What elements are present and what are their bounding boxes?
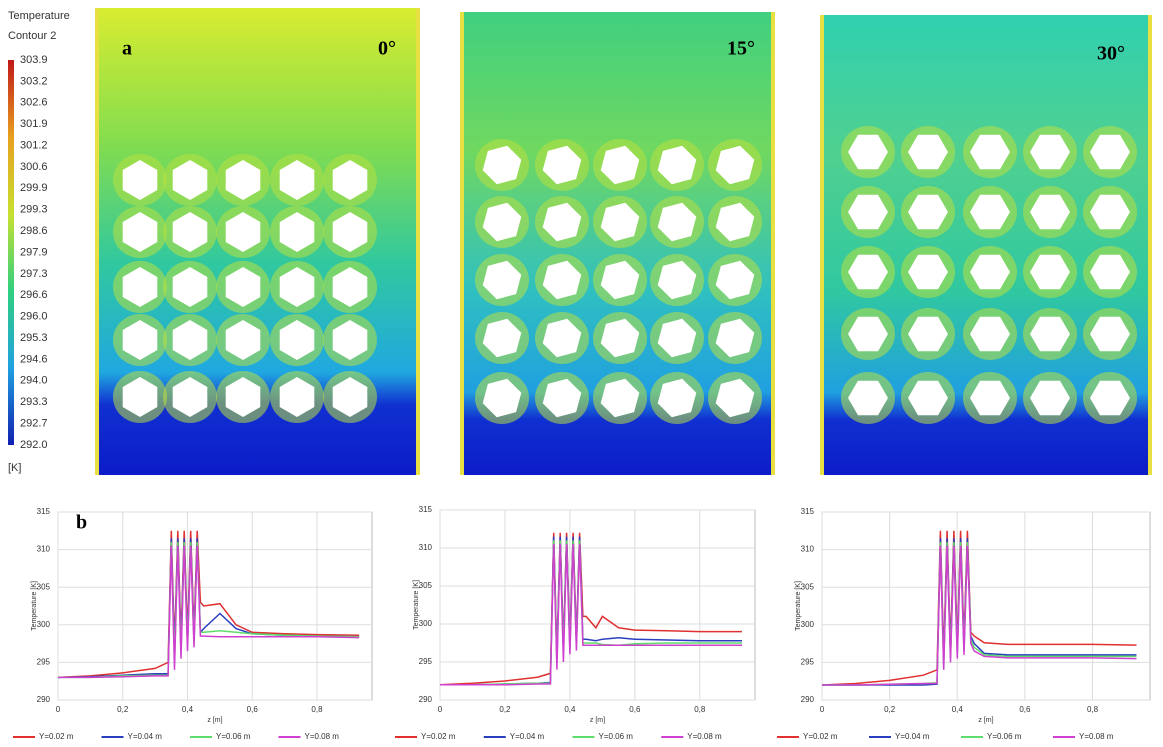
legend-label: Y=0.08 m <box>305 732 340 741</box>
y-tick-label: 295 <box>37 658 51 667</box>
colorbar-label: 292.0 <box>20 439 48 451</box>
y-tick-label: 310 <box>419 543 433 552</box>
x-tick-label: 0,4 <box>952 705 964 714</box>
angle-label: 30° <box>1097 43 1125 65</box>
colorbar-label: 299.9 <box>20 182 48 194</box>
y-tick-label: 305 <box>801 582 815 591</box>
x-tick-label: 0,8 <box>1087 705 1099 714</box>
y-tick-label: 310 <box>801 545 815 554</box>
y-tick-label: 305 <box>37 582 51 591</box>
colorbar <box>8 60 14 445</box>
panel-label: b <box>76 512 87 534</box>
colorbar-label: 303.9 <box>20 54 48 66</box>
colorbar-label: 297.9 <box>20 246 48 258</box>
wall-edge <box>1148 15 1152 475</box>
x-tick-label: 0,6 <box>629 705 641 714</box>
colorbar-unit: [K] <box>8 462 21 474</box>
wall-edge <box>820 15 824 475</box>
legend-label: Y=0.02 m <box>803 732 838 741</box>
colorbar-label: 294.0 <box>20 375 48 387</box>
legend-label: Y=0.06 m <box>216 732 251 741</box>
figure: Temperature Contour 2 [K] a 0° 15° 30° 2… <box>0 0 1163 747</box>
x-tick-label: 0,2 <box>884 705 896 714</box>
y-tick-label: 295 <box>419 657 433 666</box>
x-tick-label: 0 <box>438 705 443 714</box>
y-axis-label: Temperature [K] <box>31 581 38 631</box>
angle-label: 0° <box>378 38 396 60</box>
y-tick-label: 305 <box>419 581 433 590</box>
y-tick-label: 315 <box>801 507 815 516</box>
colorbar-label: 293.3 <box>20 396 48 408</box>
y-tick-label: 310 <box>37 545 51 554</box>
y-tick-label: 290 <box>37 695 51 704</box>
x-tick-label: 0,4 <box>182 705 194 714</box>
colorbar-label: 301.9 <box>20 118 48 130</box>
colorbar-label: 301.2 <box>20 139 48 151</box>
legend-label: Y=0.04 m <box>895 732 930 741</box>
x-axis-label: z [m] <box>207 717 222 724</box>
x-axis-label: z [m] <box>590 717 605 724</box>
y-tick-label: 300 <box>801 620 815 629</box>
colorbar-label: 297.3 <box>20 268 48 280</box>
wall-edge <box>95 8 99 475</box>
panel-label: a <box>122 38 132 60</box>
colorbar-label: 295.3 <box>20 332 48 344</box>
legend-label: Y=0.06 m <box>987 732 1022 741</box>
colorbar-label: 292.7 <box>20 418 48 430</box>
colorbar-subtitle: Contour 2 <box>8 30 56 42</box>
colorbar-title: Temperature <box>8 10 70 22</box>
x-tick-label: 0,8 <box>694 705 706 714</box>
legend-label: Y=0.08 m <box>687 732 722 741</box>
legend-label: Y=0.04 m <box>510 732 545 741</box>
plot-area <box>58 512 372 700</box>
colorbar-label: 303.2 <box>20 75 48 87</box>
x-tick-label: 0,2 <box>499 705 511 714</box>
legend-label: Y=0.02 m <box>39 732 74 741</box>
y-axis-label: Temperature [K] <box>413 580 420 630</box>
x-tick-label: 0 <box>820 705 825 714</box>
wall-edge <box>460 12 464 475</box>
y-tick-label: 315 <box>419 505 433 514</box>
plot-area <box>440 510 755 700</box>
y-tick-label: 300 <box>37 620 51 629</box>
plot-area <box>822 512 1150 700</box>
angle-label: 15° <box>727 38 755 60</box>
wall-edge <box>416 8 420 475</box>
x-tick-label: 0,4 <box>564 705 576 714</box>
colorbar-label: 298.6 <box>20 225 48 237</box>
x-tick-label: 0 <box>56 705 61 714</box>
y-tick-label: 295 <box>801 658 815 667</box>
y-tick-label: 290 <box>801 695 815 704</box>
y-axis-label: Temperature [K] <box>795 581 802 631</box>
x-tick-label: 0,6 <box>247 705 259 714</box>
x-axis-label: z [m] <box>978 717 993 724</box>
x-tick-label: 0,2 <box>117 705 129 714</box>
y-tick-label: 290 <box>419 695 433 704</box>
legend-label: Y=0.06 m <box>599 732 634 741</box>
colorbar-label: 300.6 <box>20 161 48 173</box>
y-tick-label: 300 <box>419 619 433 628</box>
legend-label: Y=0.08 m <box>1079 732 1114 741</box>
colorbar-label: 296.0 <box>20 311 48 323</box>
legend-label: Y=0.04 m <box>128 732 163 741</box>
legend-label: Y=0.02 m <box>421 732 456 741</box>
colorbar-label: 296.6 <box>20 289 48 301</box>
y-tick-label: 315 <box>37 507 51 516</box>
colorbar-label: 294.6 <box>20 353 48 365</box>
colorbar-label: 299.3 <box>20 204 48 216</box>
wall-edge <box>771 12 775 475</box>
x-tick-label: 0,8 <box>311 705 323 714</box>
colorbar-label: 302.6 <box>20 97 48 109</box>
x-tick-label: 0,6 <box>1019 705 1031 714</box>
